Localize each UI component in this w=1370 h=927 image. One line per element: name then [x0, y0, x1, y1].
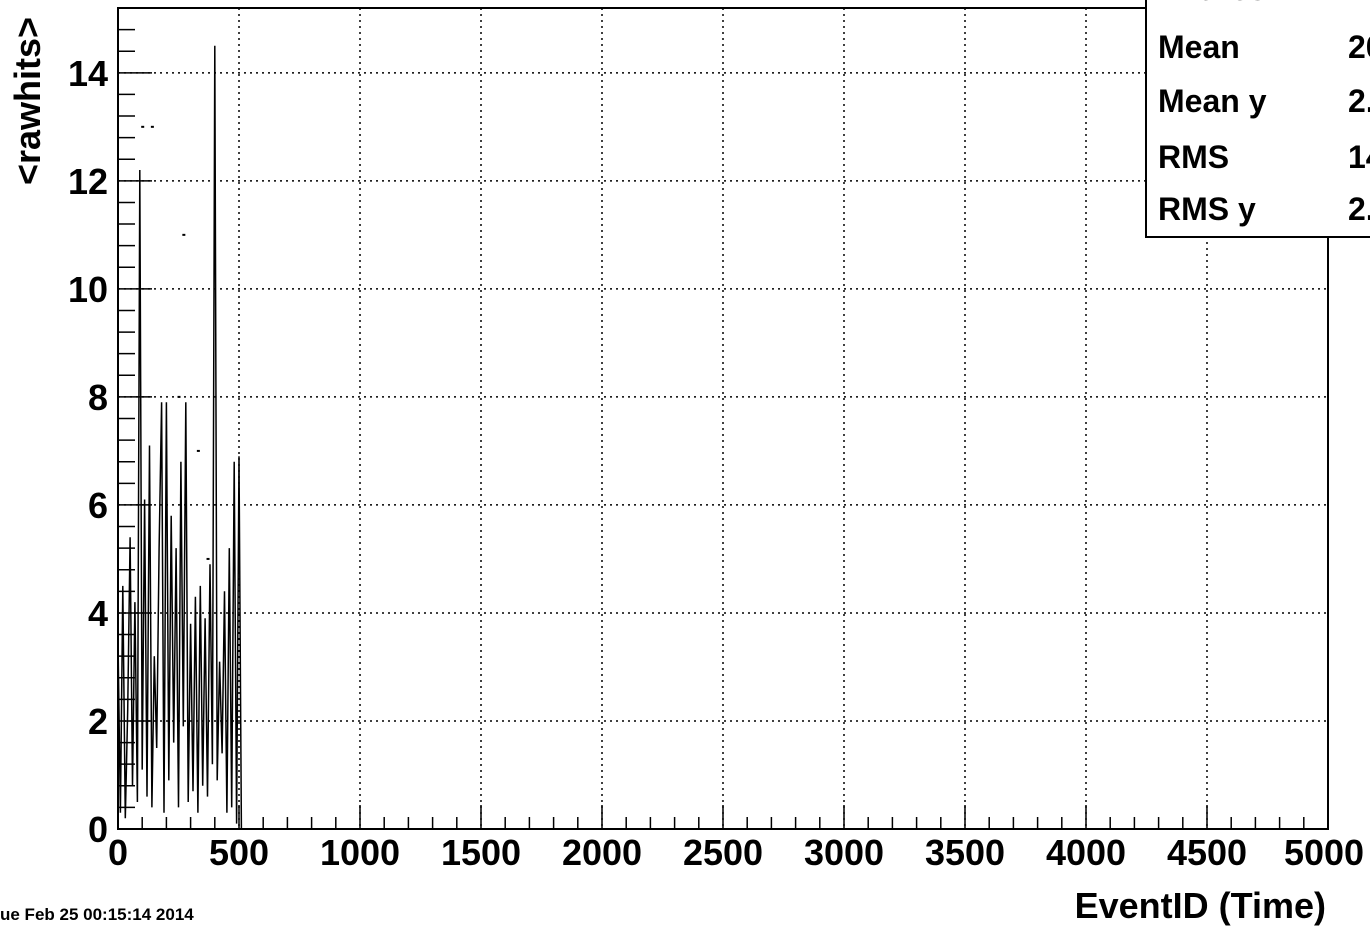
y-tick-label: 2 — [88, 701, 108, 742]
x-tick-label: 0 — [108, 832, 128, 873]
data-point — [196, 449, 200, 452]
y-tick-label: 14 — [68, 53, 108, 94]
x-tick-label: 3500 — [925, 832, 1005, 873]
stats-value: 2. — [1348, 83, 1370, 119]
x-tick-label: 4500 — [1167, 832, 1247, 873]
x-tick-label: 5000 — [1284, 832, 1364, 873]
y-tick-label: 0 — [88, 809, 108, 850]
axis-ticks — [117, 7, 1329, 830]
x-tick-label: 3000 — [804, 832, 884, 873]
y-tick-label: 4 — [88, 593, 108, 634]
x-tick-label: 4000 — [1046, 832, 1126, 873]
y-axis-title: <rawhits> — [7, 17, 48, 185]
tick-labels: 0 500 1000 1500 2000 2500 3000 3500 4000 4500 5000… — [68, 53, 1364, 873]
data-point — [206, 557, 210, 560]
x-tick-label: 2500 — [683, 832, 763, 873]
stats-box: Entries Mean 20 Mean y 2. RMS 14 RMS y 2. — [1145, 0, 1370, 238]
grid — [118, 8, 1328, 829]
data-point — [177, 395, 181, 398]
x-axis-title: EventID (Time) — [1075, 885, 1326, 926]
data-series — [117, 45, 243, 830]
stats-label: Entries — [1158, 0, 1266, 7]
stats-label: Mean — [1158, 29, 1240, 65]
x-tick-label: 2000 — [562, 832, 642, 873]
y-tick-label: 10 — [68, 269, 108, 310]
data-point — [141, 125, 145, 128]
data-point — [150, 125, 154, 128]
stats-value: 14 — [1348, 139, 1370, 175]
date-stamp: ue Feb 25 00:15:14 2014 — [0, 905, 194, 924]
stats-label: RMS y — [1158, 191, 1256, 227]
series-line — [117, 45, 243, 830]
x-tick-label: 500 — [209, 832, 269, 873]
x-tick-label: 1000 — [320, 832, 400, 873]
stats-label: Mean y — [1158, 83, 1267, 119]
y-tick-label: 8 — [88, 377, 108, 418]
data-point — [182, 233, 186, 236]
stats-box-frame — [1145, 0, 1370, 238]
stats-value: 2. — [1348, 191, 1370, 227]
x-tick-label: 1500 — [441, 832, 521, 873]
y-tick-label: 12 — [68, 161, 108, 202]
stats-label: RMS — [1158, 139, 1229, 175]
stats-value: 20 — [1348, 29, 1370, 65]
y-tick-label: 6 — [88, 485, 108, 526]
